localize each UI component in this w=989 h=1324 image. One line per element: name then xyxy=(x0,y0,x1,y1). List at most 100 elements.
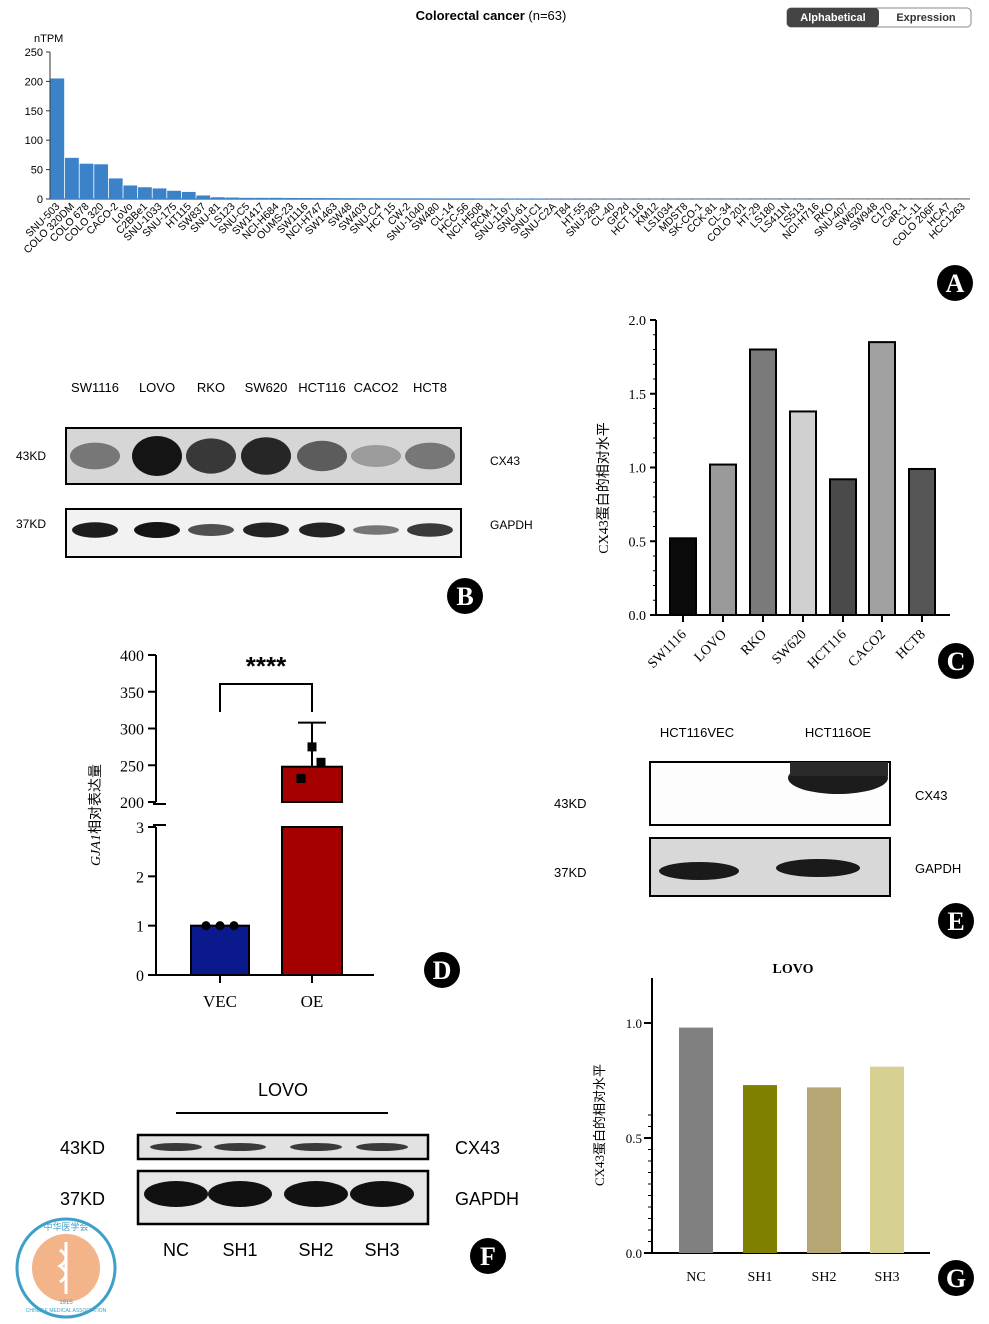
panel-a-bar xyxy=(327,198,342,199)
panel-a-bar xyxy=(488,198,503,200)
blot-b-gapdh-band xyxy=(299,522,345,538)
panel-a-bar xyxy=(722,198,736,200)
panel-a-bar xyxy=(65,157,79,199)
panel-g-category-labels: NC SH1 SH2 SH3 xyxy=(686,1270,899,1285)
panel-d-axes: 0 1 2 3 200 250 300 350 400 xyxy=(120,648,374,985)
sort-toggle[interactable]: Alphabetical Expression xyxy=(786,7,972,28)
panel-a-y-tick-label: 50 xyxy=(31,165,43,177)
panel-d-point xyxy=(229,921,239,931)
blot-e-kd-37: 37KD xyxy=(554,865,587,880)
panel-g-bar xyxy=(870,1066,904,1253)
blot-b-protein-cx43: CX43 xyxy=(490,454,520,468)
panel-g-category-label: NC xyxy=(686,1270,705,1285)
panel-a-bar xyxy=(196,195,211,199)
panel-c-bar xyxy=(829,478,857,616)
panel-a-bar xyxy=(941,198,955,200)
panel-a-bar xyxy=(225,197,240,199)
panel-a-title: Colorectal cancer (n=63) xyxy=(416,8,567,23)
panel-c-y-tick-label: 0.0 xyxy=(629,609,647,624)
panel-g-bar xyxy=(679,1027,713,1253)
panel-a-bar xyxy=(371,198,386,199)
panel-letter-badge xyxy=(938,1260,974,1296)
panel-d: GJA1相对表达量 0 1 2 3 200 250 300 350 400 VEC OE **** xyxy=(88,648,374,1011)
panel-g-category-label: SH3 xyxy=(875,1270,900,1285)
panel-b: SW1116 LOVO RKO SW620 HCT116 CACO2 HCT8 43KD 3… xyxy=(16,380,533,558)
blot-f-lane-label: SH3 xyxy=(364,1240,399,1260)
panel-d-y-tick-label: 200 xyxy=(120,795,144,812)
alphabetical-label[interactable]: Alphabetical xyxy=(800,12,865,24)
blot-b-lane-label: LOVO xyxy=(139,380,175,395)
blot-b-lane-label: CACO2 xyxy=(354,380,399,395)
panel-a-bar xyxy=(955,198,970,200)
panel-letter-badge xyxy=(938,903,974,939)
panel-a-bar xyxy=(430,198,444,200)
significance-bracket xyxy=(219,683,313,712)
blot-f-cx43-band xyxy=(290,1143,342,1151)
panel-a-bar xyxy=(590,198,605,200)
blot-b-lane-label: HCT8 xyxy=(413,380,447,395)
panel-a-bar xyxy=(342,198,357,199)
panel-d-category-labels: VEC OE xyxy=(203,992,323,1011)
panel-a-bar xyxy=(649,198,663,200)
blot-f-gapdh-band xyxy=(350,1181,414,1207)
blot-f-lane-labels: NC SH1 SH2 SH3 xyxy=(163,1240,400,1260)
logo-year: 1915 xyxy=(59,1300,73,1306)
blot-b-lane-label: RKO xyxy=(197,380,225,395)
panel-a-bar xyxy=(108,178,123,199)
blot-b-cx43-band xyxy=(405,442,455,470)
blot-e-lane-oe: HCT116OE xyxy=(805,725,872,740)
blot-b-gapdh-band xyxy=(243,522,289,538)
panel-a-bar xyxy=(926,198,941,200)
blot-b-cx43-band xyxy=(351,445,401,467)
panel-c-category-label: LOVO xyxy=(692,627,730,665)
panel-a-bar xyxy=(605,198,620,200)
panel-a-ylabel: nTPM xyxy=(34,33,63,45)
blot-f-cx43-band xyxy=(214,1143,266,1151)
blot-e-protein-cx43: CX43 xyxy=(915,788,948,803)
panel-d-category-label: VEC xyxy=(203,992,237,1011)
panel-a-bar xyxy=(824,198,839,200)
blot-e-gapdh-band-oe xyxy=(776,859,860,877)
panel-c-y-tick-label: 1.5 xyxy=(629,388,647,403)
panel-letter-d: D xyxy=(433,956,452,985)
panel-a-bar xyxy=(897,198,912,200)
panel-c-category-label: HCT8 xyxy=(893,627,928,662)
panel-c-category-label: HCT116 xyxy=(805,627,850,672)
panel-c-ylabel: CX43蛋白的相对水平 xyxy=(596,422,612,553)
panel-a-y-tick-label: 100 xyxy=(25,135,43,147)
panel-a-y-tick-label: 150 xyxy=(25,106,43,118)
panel-a-bar xyxy=(838,198,853,200)
significance-stars: **** xyxy=(246,651,287,681)
expression-button[interactable]: Expression xyxy=(896,12,956,24)
blot-f-bands xyxy=(144,1143,414,1207)
panel-a-bar xyxy=(415,198,430,199)
panel-f: LOVO NC SH1 SH2 SH3 43KD 37KD CX43 GAPDH xyxy=(60,1080,519,1260)
alphabetical-button[interactable] xyxy=(787,8,879,27)
panel-c-bar xyxy=(908,467,936,616)
panel-a-bar xyxy=(503,198,517,200)
panel-c-bars xyxy=(669,341,936,617)
panel-a-bar xyxy=(765,198,780,200)
panel-a-bar xyxy=(882,198,897,200)
panel-letter-a: A xyxy=(946,269,965,298)
panel-d-category-label: OE xyxy=(301,992,324,1011)
panel-a-bar xyxy=(444,198,459,200)
panel-letter-g: G xyxy=(946,1264,966,1293)
blot-f-gapdh-band xyxy=(284,1181,348,1207)
panel-c-bar xyxy=(709,463,737,616)
blot-e-gapdh-band-vec xyxy=(659,862,739,880)
blot-b-gapdh-bands xyxy=(72,522,453,538)
panel-d-bars xyxy=(190,721,343,977)
panel-a-bar xyxy=(313,198,328,199)
blot-b-gapdh-band xyxy=(188,524,234,536)
blot-f-cx43-band xyxy=(356,1143,408,1151)
panel-letter-c: C xyxy=(947,647,966,676)
blot-e-lane-vec: HCT116VEC xyxy=(660,725,734,740)
panel-d-bar-oe-lower xyxy=(281,826,343,976)
blot-f-kd-43: 43KD xyxy=(60,1138,105,1158)
panel-a-bar xyxy=(240,197,255,199)
panel-a-bar xyxy=(459,198,474,200)
panel-a-y-tick-label: 200 xyxy=(25,76,43,88)
